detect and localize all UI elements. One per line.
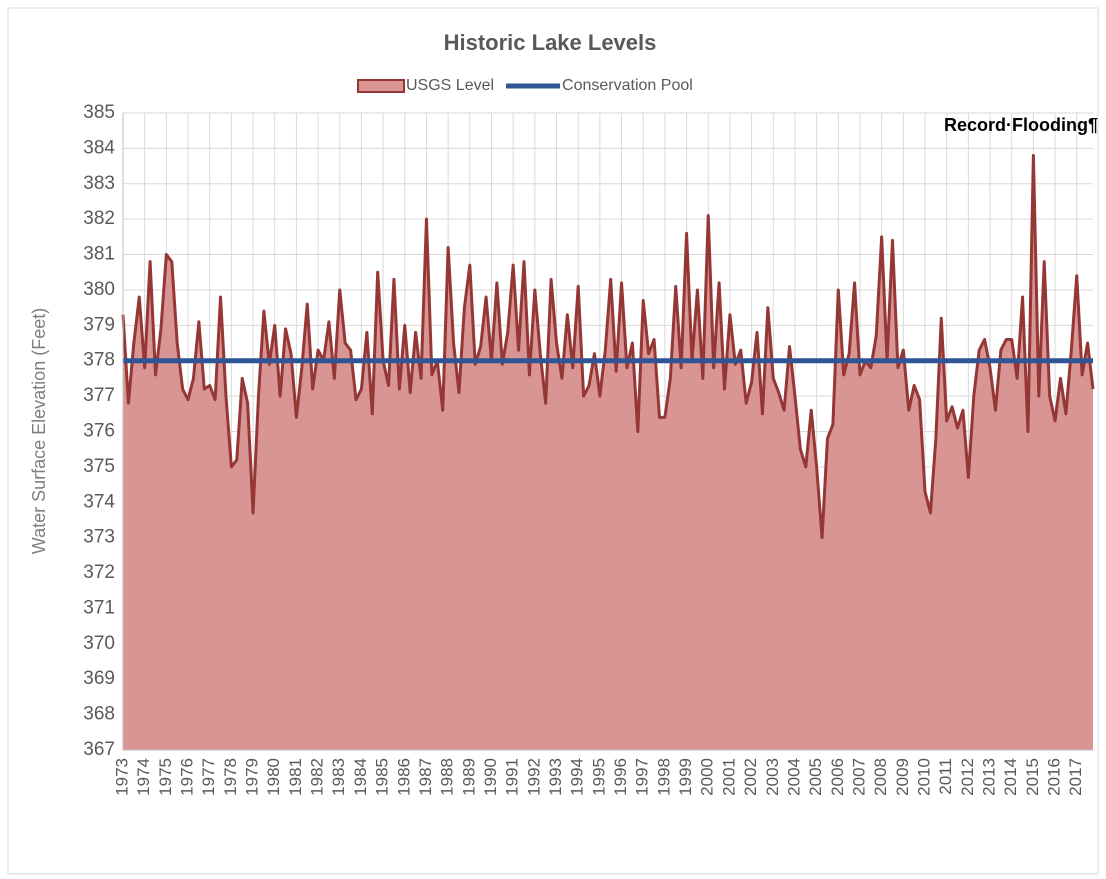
legend-label: Conservation Pool bbox=[562, 77, 693, 94]
y-tick-label: 370 bbox=[83, 633, 115, 654]
x-tick-label: 1996 bbox=[611, 758, 630, 796]
x-tick-label: 2009 bbox=[893, 758, 912, 796]
x-tick-label: 1993 bbox=[546, 758, 565, 796]
legend-label: USGS Level bbox=[406, 77, 494, 94]
y-tick-label: 385 bbox=[83, 102, 115, 123]
x-tick-label: 1989 bbox=[459, 758, 478, 796]
x-tick-label: 1985 bbox=[373, 758, 392, 796]
x-tick-label: 1981 bbox=[286, 758, 305, 796]
x-tick-label: 2005 bbox=[806, 758, 825, 796]
y-tick-label: 377 bbox=[83, 385, 115, 406]
x-tick-label: 2013 bbox=[980, 758, 999, 796]
x-tick-label: 1995 bbox=[589, 758, 608, 796]
x-tick-label: 2004 bbox=[784, 758, 803, 796]
y-tick-label: 367 bbox=[83, 739, 115, 760]
x-tick-label: 1980 bbox=[264, 758, 283, 796]
x-tick-label: 2002 bbox=[741, 758, 760, 796]
y-tick-label: 376 bbox=[83, 421, 115, 442]
legend-swatch bbox=[357, 79, 405, 93]
y-tick-label: 380 bbox=[83, 279, 115, 300]
x-tick-label: 2015 bbox=[1023, 758, 1042, 796]
area-fill bbox=[123, 155, 1093, 750]
x-tick-label: 2014 bbox=[1001, 758, 1020, 796]
y-tick-label: 381 bbox=[83, 244, 115, 265]
y-axis-label: Water Surface Elevation (Feet) bbox=[29, 308, 49, 554]
y-tick-label: 379 bbox=[83, 314, 115, 335]
x-tick-label: 2016 bbox=[1045, 758, 1064, 796]
x-tick-label: 2008 bbox=[871, 758, 890, 796]
x-tick-label: 1999 bbox=[676, 758, 695, 796]
y-tick-label: 383 bbox=[83, 173, 115, 194]
annotation: Record·Flooding¶ bbox=[944, 115, 1098, 135]
x-tick-label: 1978 bbox=[221, 758, 240, 796]
x-tick-label: 1997 bbox=[633, 758, 652, 796]
x-tick-label: 2006 bbox=[828, 758, 847, 796]
x-tick-label: 2000 bbox=[698, 758, 717, 796]
x-tick-label: 1987 bbox=[416, 758, 435, 796]
x-tick-label: 1983 bbox=[329, 758, 348, 796]
area-line bbox=[121, 153, 1095, 540]
x-tick-label: 2010 bbox=[914, 758, 933, 796]
x-tick-label: 2011 bbox=[936, 758, 955, 795]
y-tick-label: 382 bbox=[83, 208, 115, 229]
x-tick-label: 2017 bbox=[1066, 758, 1085, 796]
y-tick-label: 375 bbox=[83, 456, 115, 477]
x-tick-label: 1984 bbox=[351, 758, 370, 796]
y-tick-label: 368 bbox=[83, 704, 115, 725]
x-tick-label: 2001 bbox=[719, 758, 738, 796]
y-tick-label: 369 bbox=[83, 668, 115, 689]
x-tick-label: 1990 bbox=[481, 758, 500, 796]
x-tick-label: 1977 bbox=[199, 758, 218, 796]
y-tick-label: 372 bbox=[83, 562, 115, 583]
x-tick-label: 2012 bbox=[958, 758, 977, 796]
y-tick-label: 373 bbox=[83, 527, 115, 548]
x-tick-label: 2007 bbox=[849, 758, 868, 796]
y-tick-label: 378 bbox=[83, 350, 115, 371]
chart-title: Historic Lake Levels bbox=[444, 30, 657, 55]
x-tick-label: 1994 bbox=[568, 758, 587, 796]
y-tick-label: 374 bbox=[83, 491, 115, 512]
x-tick-label: 1982 bbox=[308, 758, 327, 796]
x-tick-label: 2003 bbox=[763, 758, 782, 796]
y-tick-label: 371 bbox=[83, 597, 115, 618]
x-tick-label: 1973 bbox=[112, 758, 131, 796]
x-tick-label: 1992 bbox=[524, 758, 543, 796]
x-tick-label: 1988 bbox=[438, 758, 457, 796]
y-tick-label: 384 bbox=[83, 137, 115, 158]
x-tick-label: 1991 bbox=[503, 758, 522, 796]
x-tick-label: 1998 bbox=[654, 758, 673, 796]
x-tick-label: 1976 bbox=[178, 758, 197, 796]
x-tick-label: 1979 bbox=[243, 758, 262, 796]
x-tick-label: 1975 bbox=[156, 758, 175, 796]
x-tick-label: 1986 bbox=[394, 758, 413, 796]
x-tick-label: 1974 bbox=[134, 758, 153, 796]
